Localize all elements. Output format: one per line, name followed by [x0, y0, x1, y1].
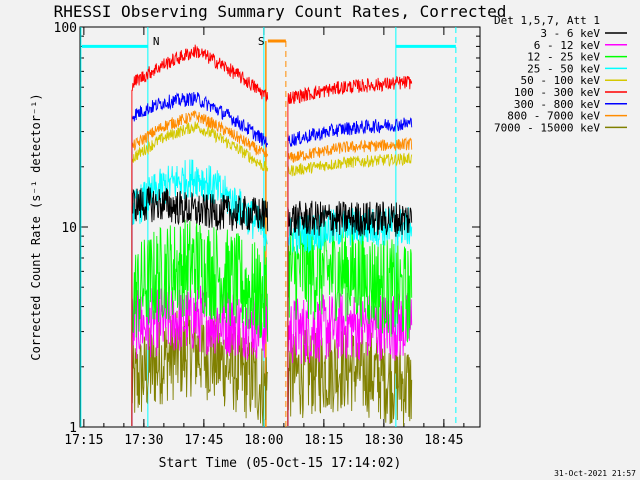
marker-label-s: S — [258, 35, 265, 48]
series-line — [287, 325, 413, 427]
series-line — [131, 159, 268, 426]
series-line — [131, 307, 269, 427]
legend-label: 100 - 300 keV — [514, 86, 600, 99]
legend-label: 6 - 12 keV — [534, 39, 601, 52]
legend-label: 25 - 50 keV — [527, 62, 600, 75]
series-line — [131, 219, 269, 426]
legend-label: 300 - 800 keV — [514, 98, 600, 111]
series-line — [131, 186, 269, 426]
y-tick-label: 100 — [54, 21, 77, 36]
y-tick-label: 10 — [61, 221, 77, 236]
x-tick-label: 17:30 — [124, 433, 163, 448]
series-line — [287, 136, 413, 426]
legend-label: 50 - 100 keV — [521, 74, 601, 87]
series-line — [287, 117, 413, 426]
series-line — [131, 44, 269, 426]
y-axis-label: Corrected Count Rate (s⁻¹ detector⁻¹) — [29, 93, 43, 360]
series-line — [287, 152, 413, 426]
x-tick-label: 18:15 — [304, 433, 343, 448]
legend-label: 3 - 6 keV — [540, 27, 600, 40]
chart-title: RHESSI Observing Summary Count Rates, Co… — [54, 2, 507, 21]
x-axis-label: Start Time (05-Oct-15 17:14:02) — [159, 456, 402, 471]
legend-label: 7000 - 15000 keV — [494, 121, 600, 134]
legend-label: 800 - 7000 keV — [507, 110, 600, 123]
x-tick-label: 18:00 — [244, 433, 283, 448]
series-line — [131, 285, 269, 426]
series-line — [131, 110, 269, 426]
marker-label-n: N — [153, 35, 160, 48]
x-tick-label: 18:30 — [364, 433, 403, 448]
series-line — [131, 91, 269, 426]
series-line — [287, 75, 413, 426]
legend-header: Det 1,5,7, Att 1 — [494, 14, 600, 27]
x-tick-label: 18:45 — [424, 433, 463, 448]
y-tick-label: 1 — [69, 421, 77, 436]
x-tick-label: 17:15 — [64, 433, 103, 448]
timestamp: 31-Oct-2021 21:57 — [554, 469, 636, 478]
series-line — [287, 221, 413, 426]
axis-tick-labels: 17:15 17:30 17:45 18:00 18:15 18:30 18:45 1 10 10… — [54, 21, 464, 448]
legend-label: 12 - 25 keV — [527, 51, 600, 64]
x-tick-label: 17:45 — [184, 433, 223, 448]
series-line — [131, 121, 269, 426]
series-line — [287, 200, 413, 426]
